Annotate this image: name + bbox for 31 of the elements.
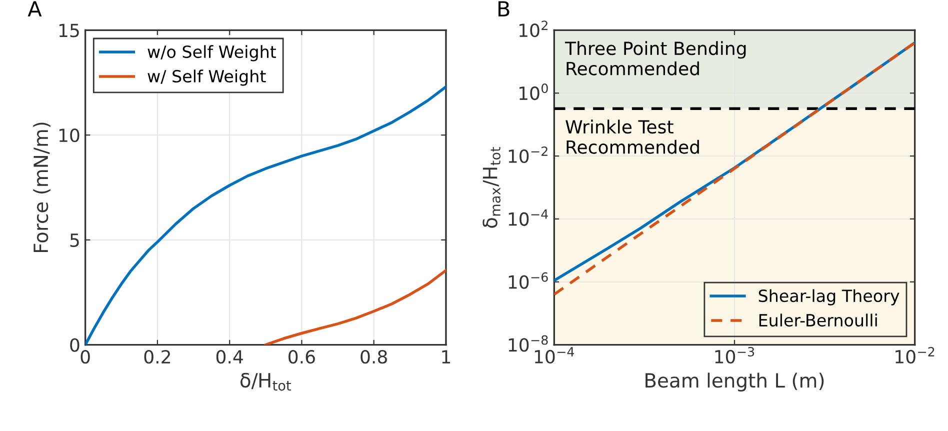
- x-tick-label: 0.4: [216, 350, 243, 364]
- y-tick-label: 10$^{2}$: [520, 20, 548, 38]
- y-axis-title: Force (mN/m): [33, 122, 50, 252]
- legend-label: w/ Self Weight: [148, 70, 266, 86]
- y-tick-label: 10: [59, 128, 80, 142]
- y-tick-label: 15: [59, 24, 79, 38]
- chart-title: B: [498, 1, 510, 16]
- legend-label: w/o Self Weight: [148, 45, 276, 62]
- x-tick-label: 10$^{−2}$: [896, 346, 934, 364]
- x-tick-label: 0.6: [288, 350, 315, 364]
- x-axis-title: Beam length L (m): [646, 372, 824, 392]
- x-axis-title: δ/H$_{tot}$: [240, 372, 291, 391]
- legend-label: Shear-lag Theory: [758, 289, 900, 306]
- band-label: Three Point Bending Recommended: [564, 41, 746, 76]
- x-tick-label: 0: [80, 350, 90, 364]
- legend-label: Euler-Bernoulli: [759, 314, 877, 327]
- x-tick-label: 0.2: [144, 350, 170, 364]
- y-tick-label: 10$^{−6}$: [508, 272, 548, 289]
- x-tick-label: 1: [442, 350, 450, 364]
- y-tick-label: 0: [70, 338, 80, 352]
- x-tick-label: 10$^{−4}$: [534, 347, 574, 364]
- y-axis-title: δ$_{max}$/H$_{tot}$: [482, 146, 501, 228]
- y-tick-label: 10$^{−2}$: [508, 146, 548, 163]
- band-label: Wrinkle Test Recommended: [566, 120, 699, 154]
- chart-title: A: [28, 1, 42, 16]
- y-tick-label: 10$^{−4}$: [508, 210, 548, 226]
- line-series: [264, 268, 446, 345]
- y-tick-label: 5: [70, 234, 79, 248]
- y-tick-label: 10$^{0}$: [520, 84, 548, 100]
- x-tick-label: 10$^{−3}$: [715, 346, 754, 364]
- x-tick-label: 0.8: [360, 350, 387, 364]
